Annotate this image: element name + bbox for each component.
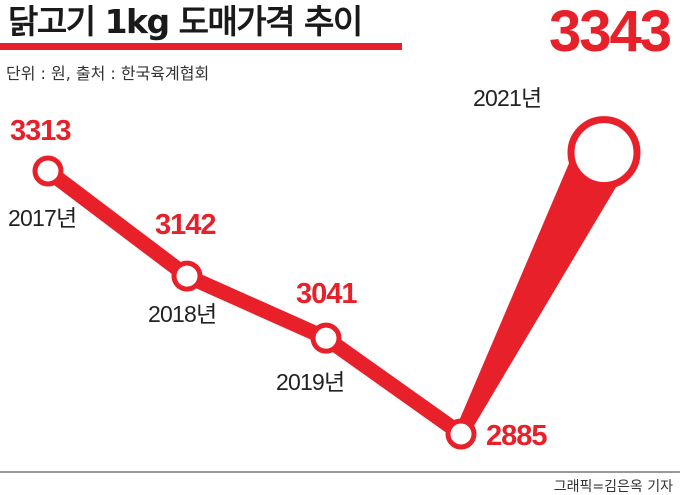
point-marker [171,260,203,292]
point-marker [445,418,477,450]
category-label: 2019년 [276,369,344,395]
highlight-point-marker [567,116,641,190]
highlight-value-label: 3343 [549,0,671,64]
series-segment-1 [179,268,334,346]
series-segment-0 [40,163,195,284]
graphic-credit: 그래픽=김은옥 기자 [554,479,673,495]
title-underline [0,43,402,50]
category-label: 2021년 [473,85,541,111]
series-segment-highlight [454,139,629,438]
chart-title: 닭고기 1kg 도매가격 추이 [8,2,362,41]
series-segment-2 [318,330,469,442]
value-label: 2885 [486,420,547,452]
point-marker [32,155,64,187]
data-labels: 3313 2017년 3142 2018년 3041 2019년 2885 3343 2021년 [8,0,673,452]
category-label: 2018년 [148,301,216,327]
point-marker [310,322,342,354]
price-series [32,116,641,450]
value-label: 3142 [155,209,216,241]
chart-subtitle: 단위 : 원, 출처 : 한국육계협회 [6,64,209,83]
value-label: 3313 [10,115,71,147]
value-label: 3041 [296,278,357,310]
category-label: 2017년 [8,205,76,231]
